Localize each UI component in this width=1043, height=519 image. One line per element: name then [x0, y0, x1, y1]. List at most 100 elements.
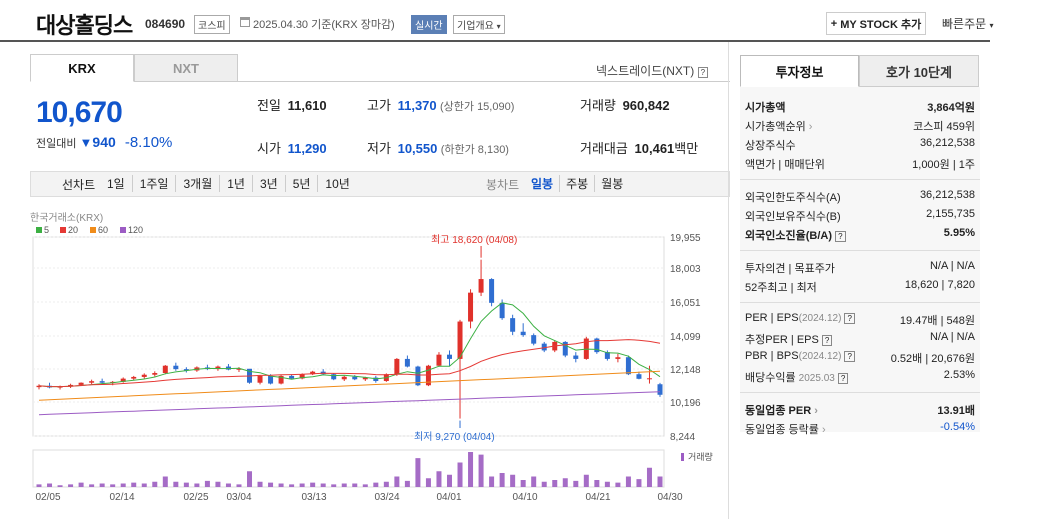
range-1y[interactable]: 1년: [220, 175, 253, 192]
volume-swatch: [681, 453, 684, 461]
tab-krx[interactable]: KRX: [30, 54, 134, 82]
candle-body: [299, 374, 305, 379]
annotation-low: 최저 9,270 (04/04): [414, 431, 495, 443]
quote-date: 2025.04.30 기준(KRX 장마감): [253, 16, 395, 32]
realtime-badge[interactable]: 실시간: [411, 15, 447, 34]
est-per-value: N/A | N/A: [929, 331, 975, 343]
tab-nxt[interactable]: NXT: [134, 54, 238, 82]
help-icon[interactable]: ?: [821, 335, 833, 346]
candle-type-buttons: 일봉 주봉 월봉: [525, 175, 629, 192]
range-3y[interactable]: 3년: [253, 175, 286, 192]
dividend-value: 2.53%: [943, 369, 975, 381]
ma-legend-swatch: [60, 227, 66, 233]
candle-body: [436, 354, 442, 366]
range-5y[interactable]: 5년: [286, 175, 319, 192]
pbr-value: 0.52배 | 20,676원: [890, 353, 975, 365]
chevron-down-icon: ▾: [496, 22, 501, 31]
help-icon[interactable]: ?: [844, 313, 855, 324]
candle-body: [646, 378, 652, 380]
candle-body: [457, 321, 463, 359]
volume-value: 960,842: [622, 98, 670, 113]
line-chart-button[interactable]: 선차트: [62, 178, 96, 192]
per-label: PER | EPS: [745, 312, 799, 324]
volume-bar: [373, 482, 379, 487]
tab-invest-info[interactable]: 투자정보: [740, 55, 859, 87]
candle-body: [615, 357, 621, 359]
candle-body: [404, 358, 410, 367]
volume-bar: [436, 471, 442, 487]
dividend-date: 2025.03: [798, 373, 835, 384]
volume-bar: [162, 476, 168, 487]
volume-bar: [289, 484, 295, 487]
volume-bar: [310, 482, 316, 487]
chevron-right-icon: ›: [808, 121, 813, 133]
market-badge: 코스피: [194, 15, 230, 34]
price-chart[interactable]: 19,955 18,003 16,051 14,099 12,148 10,196 8,24…: [0, 215, 732, 519]
range-1d[interactable]: 1일: [100, 175, 133, 192]
sector-per-row: 동일업종 PER › 13.91배: [745, 402, 975, 418]
candle-chart-button[interactable]: 봉차트: [486, 178, 520, 192]
ma-legend-swatch: [90, 227, 96, 233]
chart-source: 한국거래소(KRX): [30, 213, 104, 224]
panel-divider: [728, 42, 729, 519]
candle-body: [531, 335, 537, 344]
range-10y[interactable]: 10년: [325, 177, 350, 191]
quick-order-button[interactable]: 빠른주문 ▾: [942, 15, 994, 32]
candle-body: [573, 355, 579, 359]
amount-unit: 백만: [674, 141, 699, 156]
invest-info-panel: [740, 87, 980, 432]
open-value: 11,290: [287, 141, 327, 156]
volume-bar: [583, 474, 589, 487]
sector-chg-label[interactable]: 동일업종 등락률: [745, 424, 819, 436]
my-stock-add-button[interactable]: + MY STOCK 추가: [826, 12, 926, 35]
foreign-limit-label: 외국인한도주식수(A): [745, 192, 841, 204]
range-1w[interactable]: 1주일: [133, 175, 177, 192]
x-tick-label: 04/30: [657, 492, 682, 503]
nextrade-link[interactable]: 넥스트레이드(NXT) ?: [596, 62, 709, 79]
candle-body: [78, 382, 84, 385]
rank-row: 시가총액순위 › 코스피 459위: [745, 118, 975, 134]
candle-monthly[interactable]: 월봉: [601, 177, 624, 191]
x-tick-label: 02/05: [35, 492, 60, 503]
candle-body: [625, 357, 631, 375]
candle-weekly[interactable]: 주봉: [560, 175, 596, 192]
opinion-row: 투자의견 | 목표주가 N/A | N/A: [745, 260, 975, 276]
corp-info-button[interactable]: 기업개요 ▾: [453, 15, 505, 34]
chart-period-bar: [30, 171, 730, 197]
tab-orderbook[interactable]: 호가 10단계: [859, 55, 979, 87]
candle-body: [478, 279, 484, 293]
volume-bar: [352, 483, 358, 487]
volume-bar: [68, 484, 74, 487]
volume-bar: [57, 485, 63, 487]
shares-label: 상장주식수: [745, 140, 796, 152]
candle-body: [636, 374, 642, 379]
corp-info-label: 기업개요: [457, 21, 494, 32]
volume-bar: [615, 482, 621, 487]
amount-label: 거래대금: [580, 141, 628, 156]
shares-row: 상장주식수 36,212,538: [745, 137, 975, 153]
volume-bar: [247, 471, 253, 487]
volume-bar: [657, 476, 663, 487]
open-label: 시가: [257, 141, 281, 156]
help-icon[interactable]: ?: [837, 373, 849, 384]
w52-value: 18,620 | 7,820: [904, 279, 975, 291]
candle-body: [352, 376, 358, 380]
volume-bar: [394, 476, 400, 487]
volume-bar: [636, 479, 642, 487]
x-tick-label: 04/10: [512, 492, 537, 503]
market-cap-row: 시가총액 3,864억원: [745, 99, 975, 115]
sector-chg-value: -0.54%: [940, 421, 975, 433]
foreign-ratio-label: 외국인소진율(B/A): [745, 230, 832, 242]
help-icon[interactable]: ?: [844, 351, 855, 362]
help-icon[interactable]: ?: [835, 231, 846, 242]
candle-body: [541, 343, 547, 351]
volume: 거래량 960,842: [580, 95, 670, 114]
sector-per-label[interactable]: 동일업종 PER: [745, 405, 812, 417]
annotation-high: 최고 18,620 (04/08): [431, 234, 517, 246]
divider: [740, 250, 980, 251]
range-3m[interactable]: 3개월: [176, 175, 221, 192]
x-tick-label: 04/01: [436, 492, 461, 503]
candle-daily[interactable]: 일봉: [525, 175, 561, 192]
high-label: 고가: [367, 98, 391, 113]
volume-bar: [47, 483, 53, 487]
